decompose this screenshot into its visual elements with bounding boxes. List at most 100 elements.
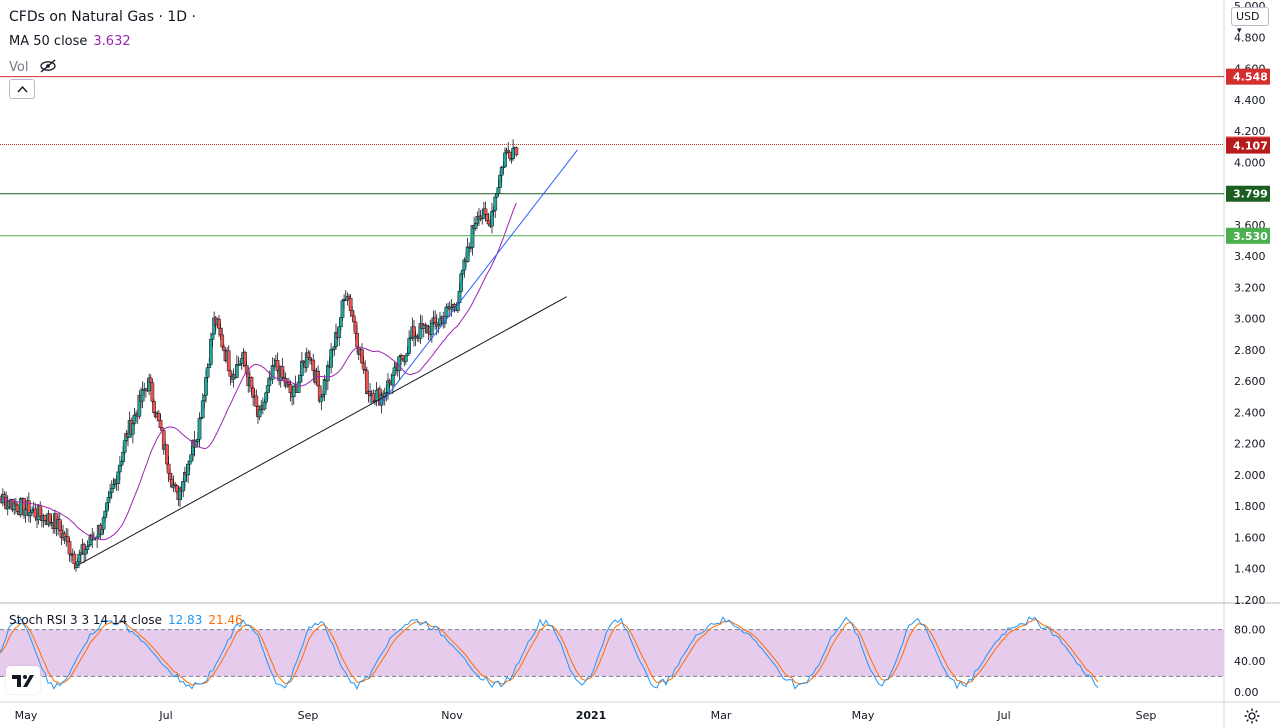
price-tick-label: 2.200: [1234, 438, 1266, 451]
candle: [18, 497, 23, 518]
candle: [150, 379, 155, 404]
stoch-label[interactable]: Stoch RSI 3 3 14 14 close: [9, 613, 162, 627]
candle: [304, 347, 309, 372]
stoch-tick-label: 80.00: [1234, 624, 1266, 637]
time-tick-label: Jul: [996, 709, 1010, 722]
candle: [374, 381, 379, 407]
candle: [418, 314, 423, 344]
candle: [404, 355, 408, 365]
ma-label[interactable]: MA 50 close: [9, 34, 88, 49]
svg-text:3.530: 3.530: [1233, 230, 1268, 243]
price-tick-label: 2.600: [1234, 375, 1266, 388]
stoch-band: [0, 629, 1224, 677]
price-tick-label: 2.000: [1234, 469, 1266, 482]
candle: [459, 271, 463, 294]
price-label: 3.530: [1226, 227, 1270, 244]
candle: [368, 383, 372, 404]
candle: [140, 381, 145, 409]
candle: [345, 292, 350, 306]
tradingview-logo[interactable]: [6, 666, 40, 694]
candle: [270, 357, 275, 385]
candle: [132, 407, 137, 426]
time-tick-label: Sep: [1136, 709, 1157, 722]
candle: [161, 429, 166, 455]
candle: [329, 342, 333, 374]
candle: [291, 386, 296, 405]
svg-text:4.107: 4.107: [1233, 140, 1268, 153]
candle: [490, 202, 494, 234]
candle: [67, 537, 72, 562]
candle: [322, 374, 327, 402]
candle: [27, 492, 31, 523]
candle: [438, 311, 442, 327]
price-label: 4.107: [1226, 137, 1270, 154]
candle: [421, 324, 426, 338]
stoch-tick-label: 0.00: [1234, 686, 1259, 699]
trend-line[interactable]: [76, 296, 567, 567]
price-tick-label: 2.800: [1234, 344, 1266, 357]
price-tick-label: 3.200: [1234, 281, 1266, 294]
collapse-legend-button[interactable]: [9, 79, 35, 99]
candle: [137, 389, 142, 419]
candle: [38, 501, 43, 519]
stoch-legend: Stoch RSI 3 3 14 14 close 12.83 21.46: [9, 613, 243, 627]
price-tick-label: 3.000: [1234, 313, 1266, 326]
price-tick-label: 4.400: [1234, 94, 1266, 107]
time-tick-label: Sep: [298, 709, 319, 722]
currency-label: USD: [1236, 10, 1260, 23]
price-tick-label: 1.600: [1234, 531, 1266, 544]
ma-legend: MA 50 close 3.632: [9, 34, 131, 49]
ma-value: 3.632: [93, 34, 131, 49]
candle: [514, 146, 519, 157]
price-tick-label: 3.400: [1234, 250, 1266, 263]
currency-selector[interactable]: USD ▾: [1231, 7, 1269, 36]
candle: [433, 310, 437, 330]
time-tick-label: Jul: [158, 709, 172, 722]
price-tick-label: 4.200: [1234, 125, 1266, 138]
symbol-title[interactable]: CFDs on Natural Gas · 1D ·: [9, 9, 196, 25]
candle: [511, 139, 515, 162]
candle: [157, 410, 161, 422]
candle: [147, 373, 151, 396]
candle: [365, 366, 369, 395]
stoch-k-line[interactable]: [0, 616, 1099, 691]
time-tick-label: May: [15, 709, 38, 722]
candle: [340, 298, 345, 321]
trend-line[interactable]: [380, 149, 578, 405]
candle: [407, 330, 411, 354]
candle: [360, 343, 364, 365]
symbol-legend: CFDs on Natural Gas · 1D ·: [9, 9, 196, 25]
candle: [257, 409, 262, 421]
eye-hidden-icon[interactable]: [39, 59, 57, 73]
time-tick-label: May: [852, 709, 875, 722]
candle: [57, 512, 62, 531]
tradingview-logo-icon: [12, 675, 34, 687]
settings-gear-icon[interactable]: [1243, 707, 1261, 725]
price-tick-label: 1.800: [1234, 500, 1266, 513]
price-tick-label: 1.200: [1234, 594, 1266, 607]
candle: [22, 497, 26, 520]
vol-label[interactable]: Vol: [9, 60, 29, 75]
stoch-d-value: 21.46: [208, 613, 243, 627]
price-tick-label: 2.400: [1234, 406, 1266, 419]
candle: [226, 345, 231, 372]
price-tick-label: 4.800: [1234, 31, 1266, 44]
candle: [77, 549, 82, 565]
candle: [337, 325, 342, 346]
price-tick-label: 1.400: [1234, 563, 1266, 576]
stoch-tick-label: 40.00: [1234, 655, 1266, 668]
svg-text:4.548: 4.548: [1233, 71, 1268, 84]
time-tick-label: Nov: [441, 709, 463, 722]
price-tick-label: 4.000: [1234, 156, 1266, 169]
candle: [152, 399, 156, 415]
time-tick-label: 2021: [576, 709, 607, 722]
candle: [306, 350, 311, 359]
chevron-up-icon: [17, 85, 28, 93]
candle: [235, 355, 239, 379]
candle: [275, 352, 280, 374]
ma50-line[interactable]: [0, 202, 517, 541]
price-label: 3.799: [1226, 185, 1270, 202]
stoch-k-value: 12.83: [167, 613, 203, 627]
candle: [470, 225, 475, 256]
